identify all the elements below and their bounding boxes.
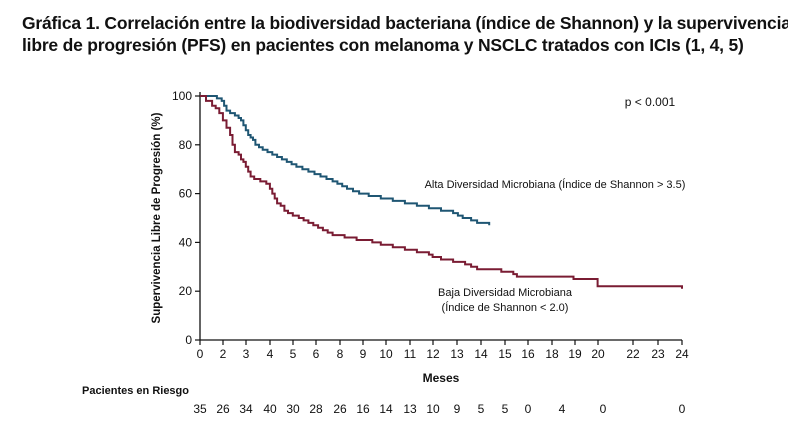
x-tick-label: 13 xyxy=(450,347,464,361)
x-tick-label: 12 xyxy=(426,347,440,361)
x-tick-label: 10 xyxy=(379,347,393,361)
risk-table-title: Pacientes en Riesgo xyxy=(82,385,189,397)
x-tick-label: 22 xyxy=(626,347,640,361)
x-tick-label: 23 xyxy=(651,347,665,361)
y-tick-label: 20 xyxy=(179,284,193,298)
x-tick-label: 19 xyxy=(568,347,582,361)
x-tick-label: 20 xyxy=(591,347,605,361)
risk-count: 26 xyxy=(333,402,347,416)
risk-count: 35 xyxy=(193,402,207,416)
y-axis-label: Supervivencia Libre de Progresión (%) xyxy=(151,112,163,323)
x-tick-label: 8 xyxy=(337,347,344,361)
risk-count: 16 xyxy=(356,402,370,416)
risk-count: 40 xyxy=(263,402,277,416)
risk-count: 34 xyxy=(239,402,253,416)
x-tick-label: 3 xyxy=(243,347,250,361)
x-tick-label: 16 xyxy=(521,347,535,361)
x-tick-label: 18 xyxy=(545,347,559,361)
series-line-low xyxy=(200,95,683,289)
y-tick-label: 40 xyxy=(179,235,193,249)
series-label-high: Alta Diversidad Microbiana (Índice de Sh… xyxy=(425,178,686,191)
chart-title: Gráfica 1. Correlación entre la biodiver… xyxy=(22,12,788,56)
series-line-high xyxy=(200,95,491,226)
y-tick-label: 60 xyxy=(179,187,193,201)
chart-title-line-1: Gráfica 1. Correlación entre la biodiver… xyxy=(22,13,788,33)
risk-count: 26 xyxy=(216,402,230,416)
risk-count: 4 xyxy=(559,402,566,416)
x-tick-label: 0 xyxy=(197,347,204,361)
y-tick-label: 100 xyxy=(172,89,192,103)
x-tick-label: 14 xyxy=(474,347,488,361)
y-tick-label: 80 xyxy=(179,138,193,152)
risk-count: 13 xyxy=(403,402,417,416)
x-tick-label: 9 xyxy=(360,347,367,361)
x-tick-label: 2 xyxy=(220,347,227,361)
y-tick-label: 0 xyxy=(185,333,192,347)
risk-count: 30 xyxy=(286,402,300,416)
x-tick-label: 5 xyxy=(290,347,297,361)
series-label-low: (Índice de Shannon < 2.0) xyxy=(442,301,569,314)
risk-count: 0 xyxy=(679,402,686,416)
x-tick-label: 6 xyxy=(313,347,320,361)
x-tick-label: 15 xyxy=(498,347,512,361)
risk-count: 10 xyxy=(426,402,440,416)
risk-count: 28 xyxy=(309,402,323,416)
series-label-low: Baja Diversidad Microbiana xyxy=(438,287,573,299)
risk-count: 14 xyxy=(379,402,393,416)
risk-count: 0 xyxy=(600,402,607,416)
risk-count: 9 xyxy=(454,402,461,416)
x-tick-label: 11 xyxy=(404,347,417,361)
risk-count: 0 xyxy=(525,402,532,416)
chart-title-line-2: libre de progresión (PFS) en pacientes c… xyxy=(22,35,744,55)
p-value-annotation: p < 0.001 xyxy=(625,95,676,109)
x-tick-label: 24 xyxy=(675,347,689,361)
risk-count: 5 xyxy=(478,402,485,416)
risk-count: 5 xyxy=(502,402,509,416)
x-axis-label: Meses xyxy=(423,371,460,385)
x-tick-label: 4 xyxy=(267,347,274,361)
